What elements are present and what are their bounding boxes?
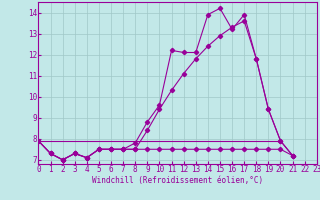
X-axis label: Windchill (Refroidissement éolien,°C): Windchill (Refroidissement éolien,°C)	[92, 176, 263, 185]
